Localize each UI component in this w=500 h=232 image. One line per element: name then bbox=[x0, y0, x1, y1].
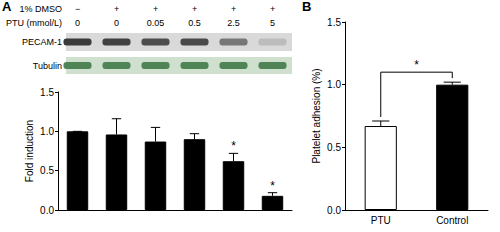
svg-text:0: 0 bbox=[75, 18, 80, 28]
svg-text:0.05: 0.05 bbox=[147, 18, 165, 28]
svg-text:1.0: 1.0 bbox=[327, 79, 341, 90]
svg-text:Fold induction: Fold induction bbox=[24, 120, 35, 182]
svg-text:0.5: 0.5 bbox=[40, 165, 54, 176]
svg-text:0.0: 0.0 bbox=[327, 205, 341, 216]
svg-text:A: A bbox=[2, 0, 12, 14]
svg-text:PTU: PTU bbox=[371, 215, 391, 226]
svg-text:*: * bbox=[270, 179, 275, 193]
svg-text:B: B bbox=[302, 0, 311, 14]
svg-text:1.5: 1.5 bbox=[327, 17, 341, 28]
svg-text:*: * bbox=[231, 139, 236, 153]
svg-text:+: + bbox=[114, 4, 119, 14]
svg-text:0.5: 0.5 bbox=[188, 18, 201, 28]
svg-text:+: + bbox=[153, 4, 158, 14]
svg-text:5: 5 bbox=[270, 18, 275, 28]
svg-text:1.0: 1.0 bbox=[40, 126, 54, 137]
svg-text:0: 0 bbox=[114, 18, 119, 28]
svg-text:PTU (mmol/L): PTU (mmol/L) bbox=[6, 18, 62, 28]
svg-text:2.5: 2.5 bbox=[227, 18, 240, 28]
svg-text:PECAM-1: PECAM-1 bbox=[22, 37, 62, 47]
svg-text:0.0: 0.0 bbox=[40, 205, 54, 216]
svg-text:+: + bbox=[270, 4, 275, 14]
svg-text:0.5: 0.5 bbox=[327, 142, 341, 153]
svg-text:+: + bbox=[192, 4, 197, 14]
svg-text:Platelet adhesion (%): Platelet adhesion (%) bbox=[311, 68, 322, 163]
svg-text:Control: Control bbox=[436, 215, 468, 226]
svg-text:−: − bbox=[75, 4, 80, 14]
svg-text:1.5: 1.5 bbox=[40, 87, 54, 98]
svg-text:+: + bbox=[231, 4, 236, 14]
svg-text:*: * bbox=[414, 58, 419, 72]
svg-text:Tubulin: Tubulin bbox=[33, 61, 62, 71]
svg-text:1% DMSO: 1% DMSO bbox=[19, 4, 62, 14]
